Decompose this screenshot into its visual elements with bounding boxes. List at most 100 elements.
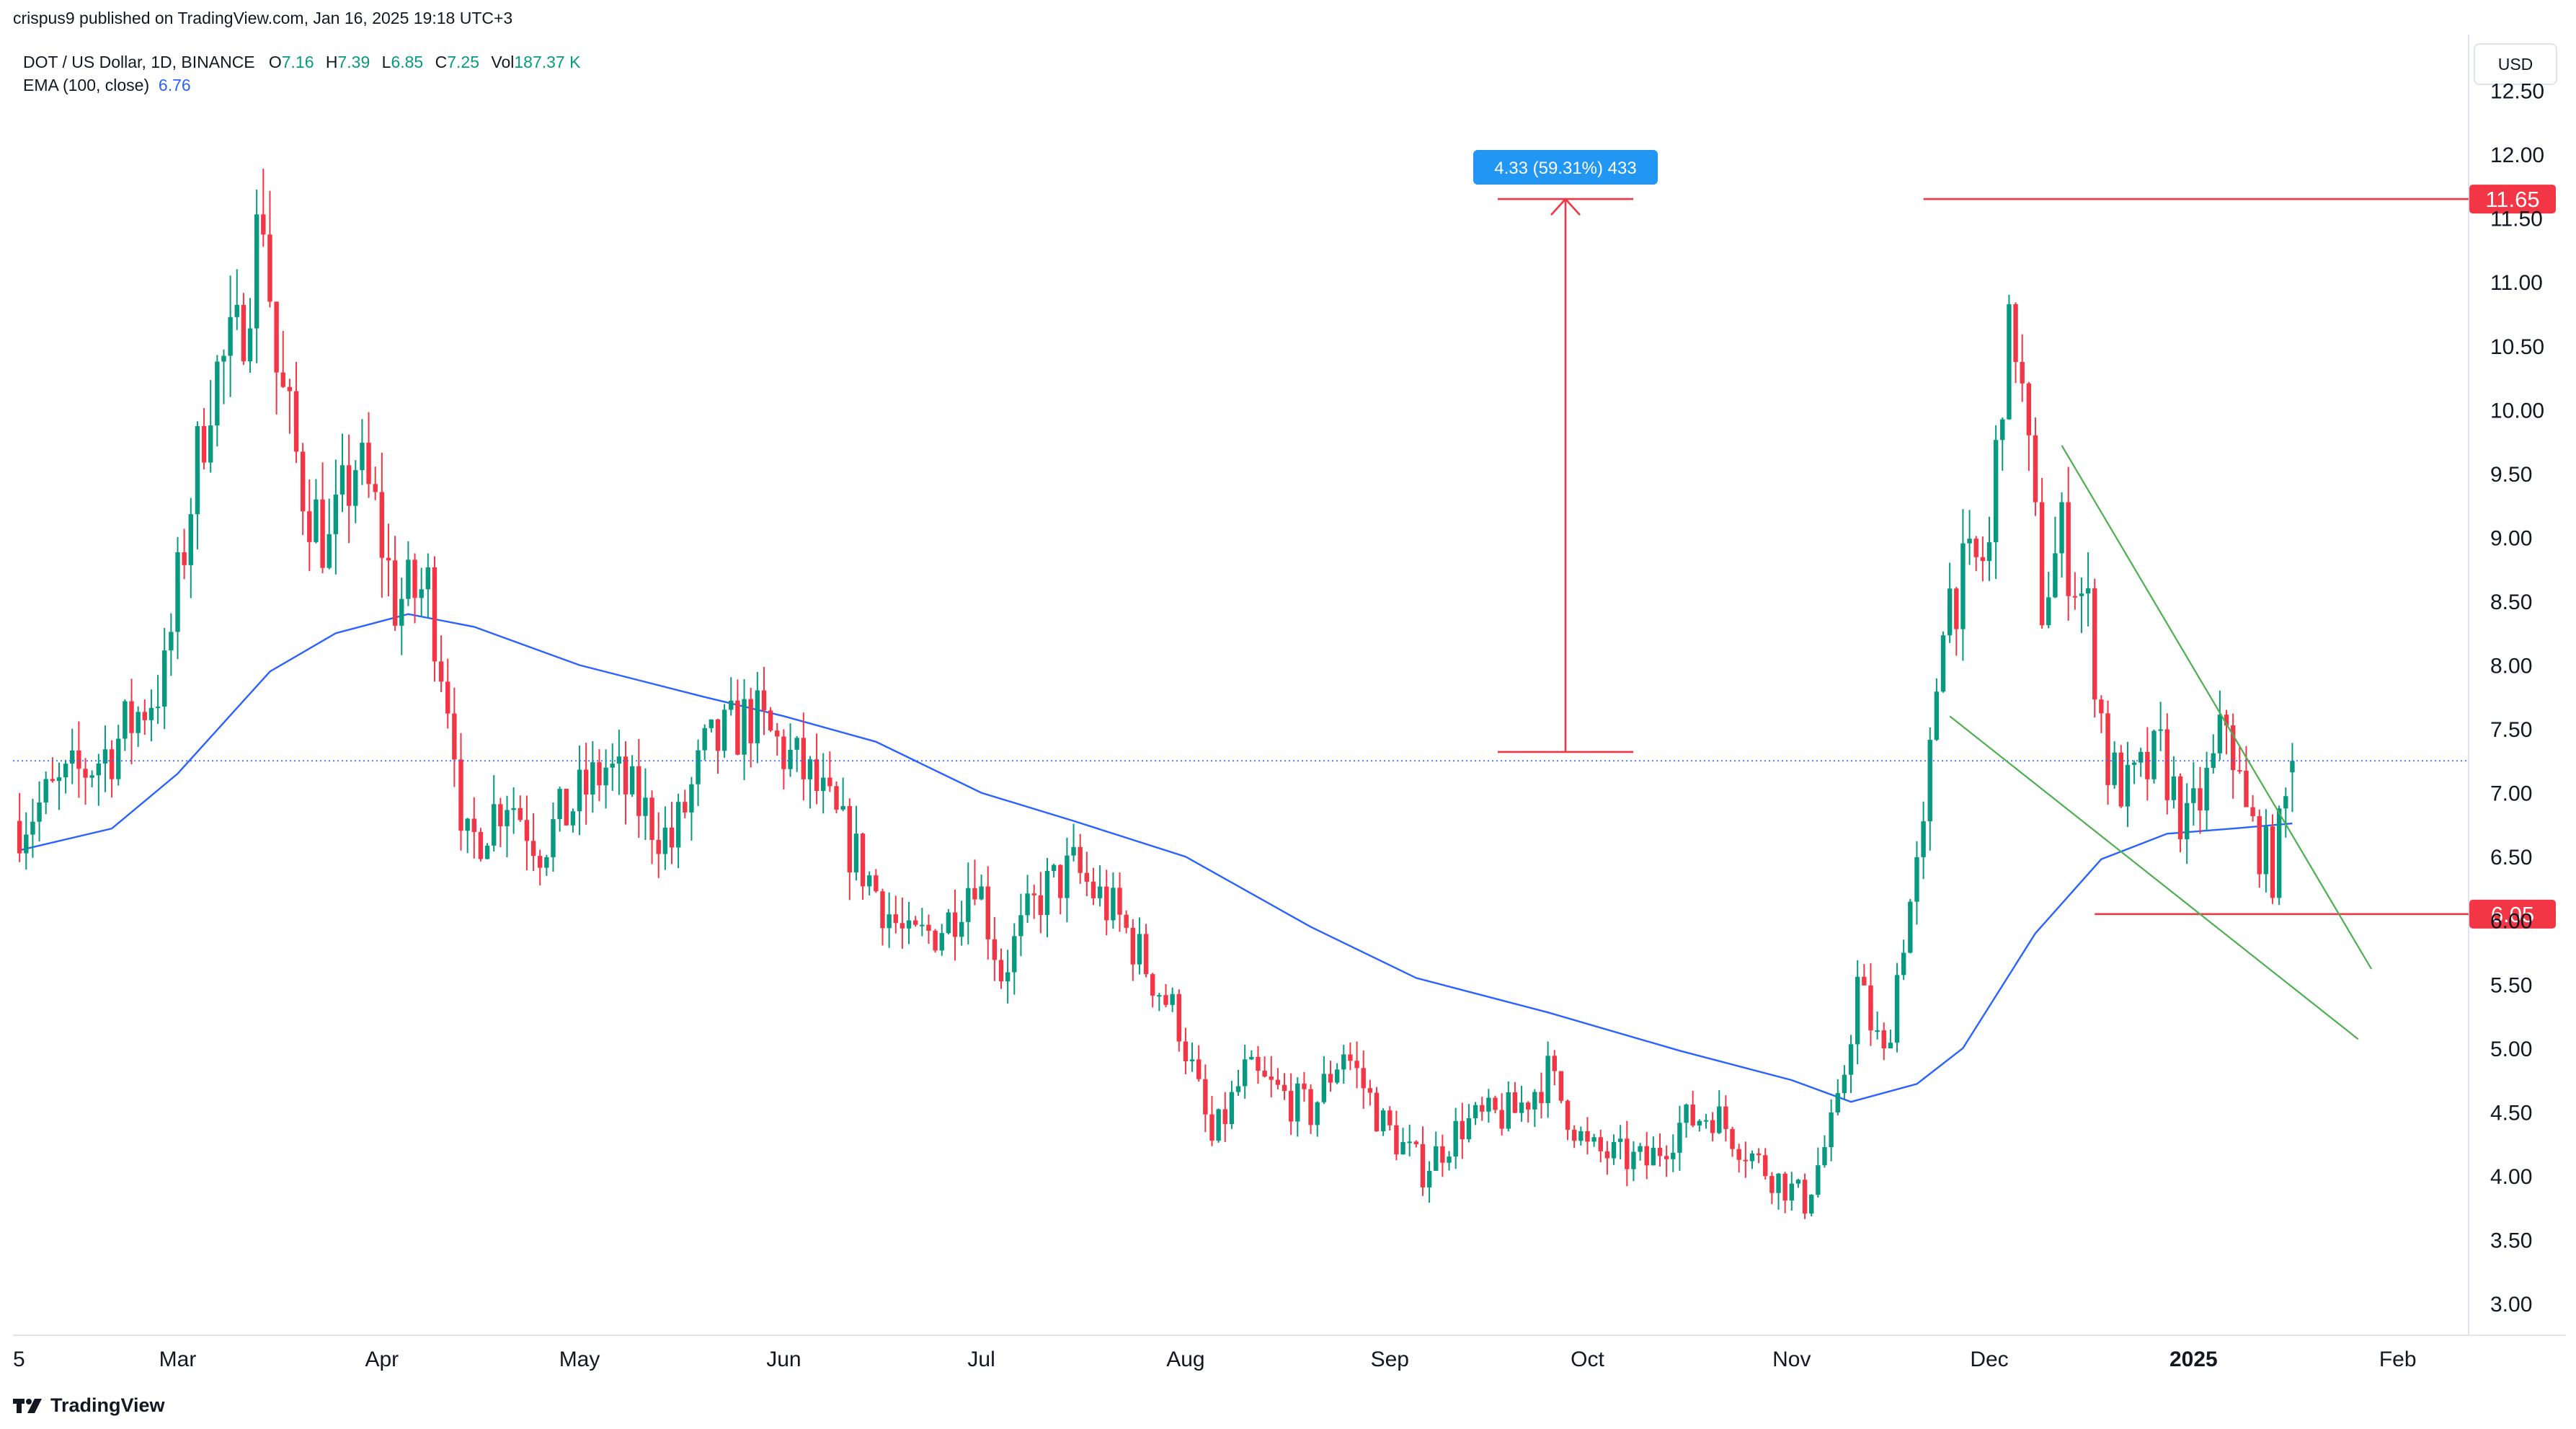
candle-body [458,759,463,831]
tradingview-logo-icon [13,1398,42,1413]
candle-body [840,806,845,810]
published-byline: crispus9 published on TradingView.com, J… [13,9,513,27]
candle-body [912,920,918,925]
candle-body [867,875,872,887]
tradingview-logo[interactable]: TradingView [13,1394,165,1417]
candle-body [1816,1165,1821,1195]
candle-body [300,451,306,512]
candle-body [2185,802,2190,839]
candle-body [17,820,22,854]
candle-body [1031,893,1036,895]
open-label: O [268,53,282,71]
candle-body [1315,1102,1320,1125]
candle-body [1493,1097,1498,1110]
candle-body [1262,1071,1267,1077]
candle-body [406,559,411,599]
candle-body [1111,888,1116,921]
candle-body [1328,1074,1333,1083]
candle-body [412,559,417,598]
candle-body [386,557,391,561]
currency-button[interactable]: USD [2474,43,2557,85]
candle-body [1235,1086,1241,1092]
candle-body [2171,776,2177,800]
wedge-trendline [1949,715,2359,1040]
candle-body [2066,502,2071,596]
candle-body [1664,1156,1669,1159]
candle-body [195,425,200,515]
price-axis[interactable]: 3.00 3.50 4.00 4.50 5.00 5.50 6.00 6.50 7.00 7.50… [2490,80,2544,1317]
candle-body [1354,1061,1359,1069]
candle-body [1124,914,1129,928]
candle-body [261,214,266,235]
ema-layer [19,613,2293,1103]
candle-body [1091,881,1096,898]
time-axis-label: Feb [2379,1348,2417,1371]
candle-body [2224,714,2229,726]
candle-body [287,386,293,391]
time-axis[interactable]: 5 Mar Apr May Jun Jul Aug Sep Oct Nov Dec 2025 Feb [13,1348,2417,1371]
candle-body [492,804,497,846]
candle-body [1420,1143,1426,1187]
candle-body [2013,304,2018,363]
time-axis-label: Jun [766,1348,801,1371]
candle-body [1914,857,1919,902]
candle-body [952,912,958,937]
candle-body [768,710,773,731]
candle-body [505,810,510,826]
candle-body [1578,1131,1584,1141]
price-axis-label: 11.50 [2490,208,2543,231]
candle-body [2085,588,2091,594]
candle-body [1229,1092,1235,1125]
candle-body [551,819,556,857]
candle-body [2151,730,2157,779]
candle-body [1150,974,1155,996]
candle-body [2026,383,2032,435]
measure-label: 4.33 (59.31%) 433 [1494,159,1636,178]
candle-body [1532,1092,1537,1110]
candle-body [524,820,530,841]
tradingview-brand: TradingView [50,1394,165,1416]
candle-body [1526,1102,1531,1110]
candle-body [1209,1114,1214,1141]
candle-body [544,857,549,868]
price-axis-label: 10.00 [2490,399,2544,422]
candle-body [972,888,977,900]
candle-body [1486,1097,1491,1112]
candle-body [1348,1054,1353,1061]
candle-body [293,391,299,452]
candle-body [530,841,536,857]
candle-body [966,888,971,922]
candle-body [123,701,128,739]
candle-body [1736,1149,1741,1160]
candle-body [1453,1120,1458,1157]
candle-body [1986,542,1992,562]
candle-body [1967,539,1972,544]
candle-body [683,802,688,813]
candle-body [2125,764,2131,807]
candle-body [63,764,68,778]
candle-body [2230,725,2236,771]
price-axis-label: 3.50 [2490,1229,2532,1252]
candle-body [327,534,332,568]
candle-body [24,834,29,854]
candle-body [2000,419,2005,441]
price-axis-label: 5.00 [2490,1038,2532,1061]
candles-layer [17,168,2295,1219]
candle-body [83,769,88,778]
candle-body [794,738,799,750]
time-axis-label: May [559,1348,600,1371]
candle-body [2092,588,2097,700]
time-axis-label: Mar [159,1348,197,1371]
candle-body [1242,1059,1248,1087]
candle-body [860,833,866,887]
price-axis-label: 9.50 [2490,463,2532,487]
candle-body [715,719,721,751]
time-axis-label: Nov [1772,1348,1811,1371]
candle-body [1189,1059,1195,1062]
candle-body [1025,893,1030,916]
candle-body [109,749,115,779]
candle-body [1426,1170,1432,1187]
candle-body [920,924,925,926]
candle-body [1604,1151,1610,1159]
